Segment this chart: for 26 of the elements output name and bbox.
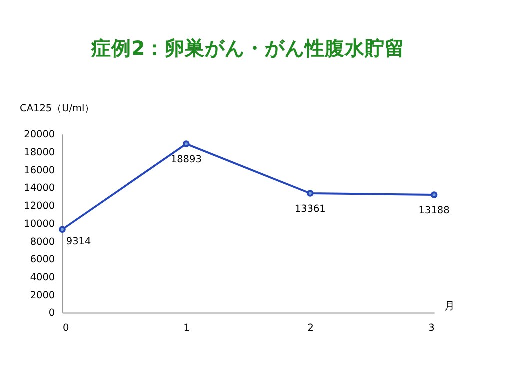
chart-title: 症例2：卵巣がん・がん性腹水貯留 bbox=[90, 37, 406, 60]
y-tick-label: 10000 bbox=[24, 218, 56, 230]
x-tick-label: 3 bbox=[428, 322, 435, 334]
x-tick-label: 0 bbox=[62, 322, 70, 334]
x-axis-title: 月 bbox=[444, 299, 456, 312]
point bbox=[59, 226, 66, 234]
point bbox=[183, 140, 190, 148]
y-tick-label: 8000 bbox=[30, 236, 56, 248]
y-axis-title: CA125（U/ml） bbox=[20, 103, 95, 114]
point bbox=[306, 190, 314, 197]
x-tick-label: 1 bbox=[184, 322, 190, 334]
data-label: 18893 bbox=[170, 154, 202, 166]
y-tick-label: 18000 bbox=[24, 147, 56, 158]
y-tick-label: 4000 bbox=[30, 272, 56, 284]
y-tick-label: 0 bbox=[48, 308, 56, 320]
y-tick-label: 12000 bbox=[24, 201, 56, 212]
y-tick-label: 16000 bbox=[24, 165, 56, 176]
y-tick-label: 20000 bbox=[24, 130, 56, 141]
point bbox=[430, 192, 438, 198]
x-tick-label: 2 bbox=[308, 322, 314, 334]
y-tick-label: 2000 bbox=[30, 290, 56, 302]
data-label: 13361 bbox=[294, 204, 326, 216]
data-label: 13188 bbox=[418, 206, 450, 217]
y-tick-label: 14000 bbox=[24, 183, 56, 194]
data-label: 9314 bbox=[66, 236, 92, 248]
y-tick-label: 6000 bbox=[30, 254, 56, 266]
